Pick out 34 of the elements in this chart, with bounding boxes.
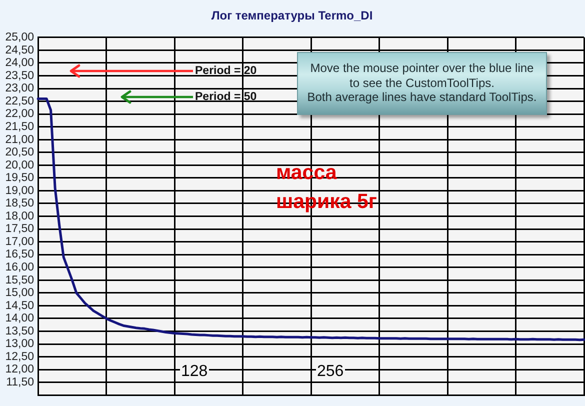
y-tick-label: 22,50 bbox=[5, 95, 34, 108]
y-tick-label: 12,00 bbox=[5, 364, 34, 376]
y-tick-label: 20,50 bbox=[5, 146, 34, 159]
annotation: 256 bbox=[316, 363, 345, 380]
y-tick-label: 20,00 bbox=[5, 159, 34, 172]
y-tick-label: 17,50 bbox=[5, 223, 34, 236]
y-tick-label: 18,50 bbox=[5, 198, 34, 210]
y-tick-label: 13,00 bbox=[5, 338, 34, 350]
annotation: Move the mouse pointer over the blue line to see the CustomToolTips. Both average lines have standard ToolTips. bbox=[306, 61, 538, 104]
y-tick-label: 12,50 bbox=[5, 350, 34, 363]
annotation: Period = 20 bbox=[195, 64, 257, 79]
chart-title: Лог температуры Termo_DI bbox=[211, 8, 373, 23]
y-tick-label: 13,50 bbox=[5, 325, 34, 338]
y-tick-label: 21,50 bbox=[5, 120, 34, 133]
y-tick-label: 17,00 bbox=[5, 236, 34, 248]
y-tick-label: 15,00 bbox=[5, 287, 34, 300]
y-tick-label: 14,00 bbox=[5, 312, 34, 325]
y-tick-label: 19,50 bbox=[5, 172, 34, 184]
y-tick-label: 18,00 bbox=[5, 210, 34, 222]
y-tick-label: 16,50 bbox=[5, 248, 34, 261]
annotation: 128 bbox=[180, 363, 209, 380]
y-tick-label: 11,50 bbox=[6, 376, 34, 388]
y-tick-label: 24,50 bbox=[5, 44, 34, 56]
annotation: Period = 50 bbox=[195, 90, 257, 105]
y-tick-label: 22,00 bbox=[5, 108, 34, 120]
y-tick-label: 16,00 bbox=[5, 262, 34, 274]
y-tick-label: 21,00 bbox=[5, 134, 34, 146]
y-tick-label: 23,00 bbox=[5, 82, 34, 95]
y-tick-label: 24,00 bbox=[5, 57, 34, 70]
y-tick-label: 19,00 bbox=[5, 184, 34, 197]
y-tick-label: 23,50 bbox=[5, 70, 34, 82]
y-tick-label: 25,00 bbox=[5, 32, 34, 44]
y-tick-label: 14,50 bbox=[5, 300, 34, 312]
y-tick-label: 15,50 bbox=[5, 274, 34, 286]
